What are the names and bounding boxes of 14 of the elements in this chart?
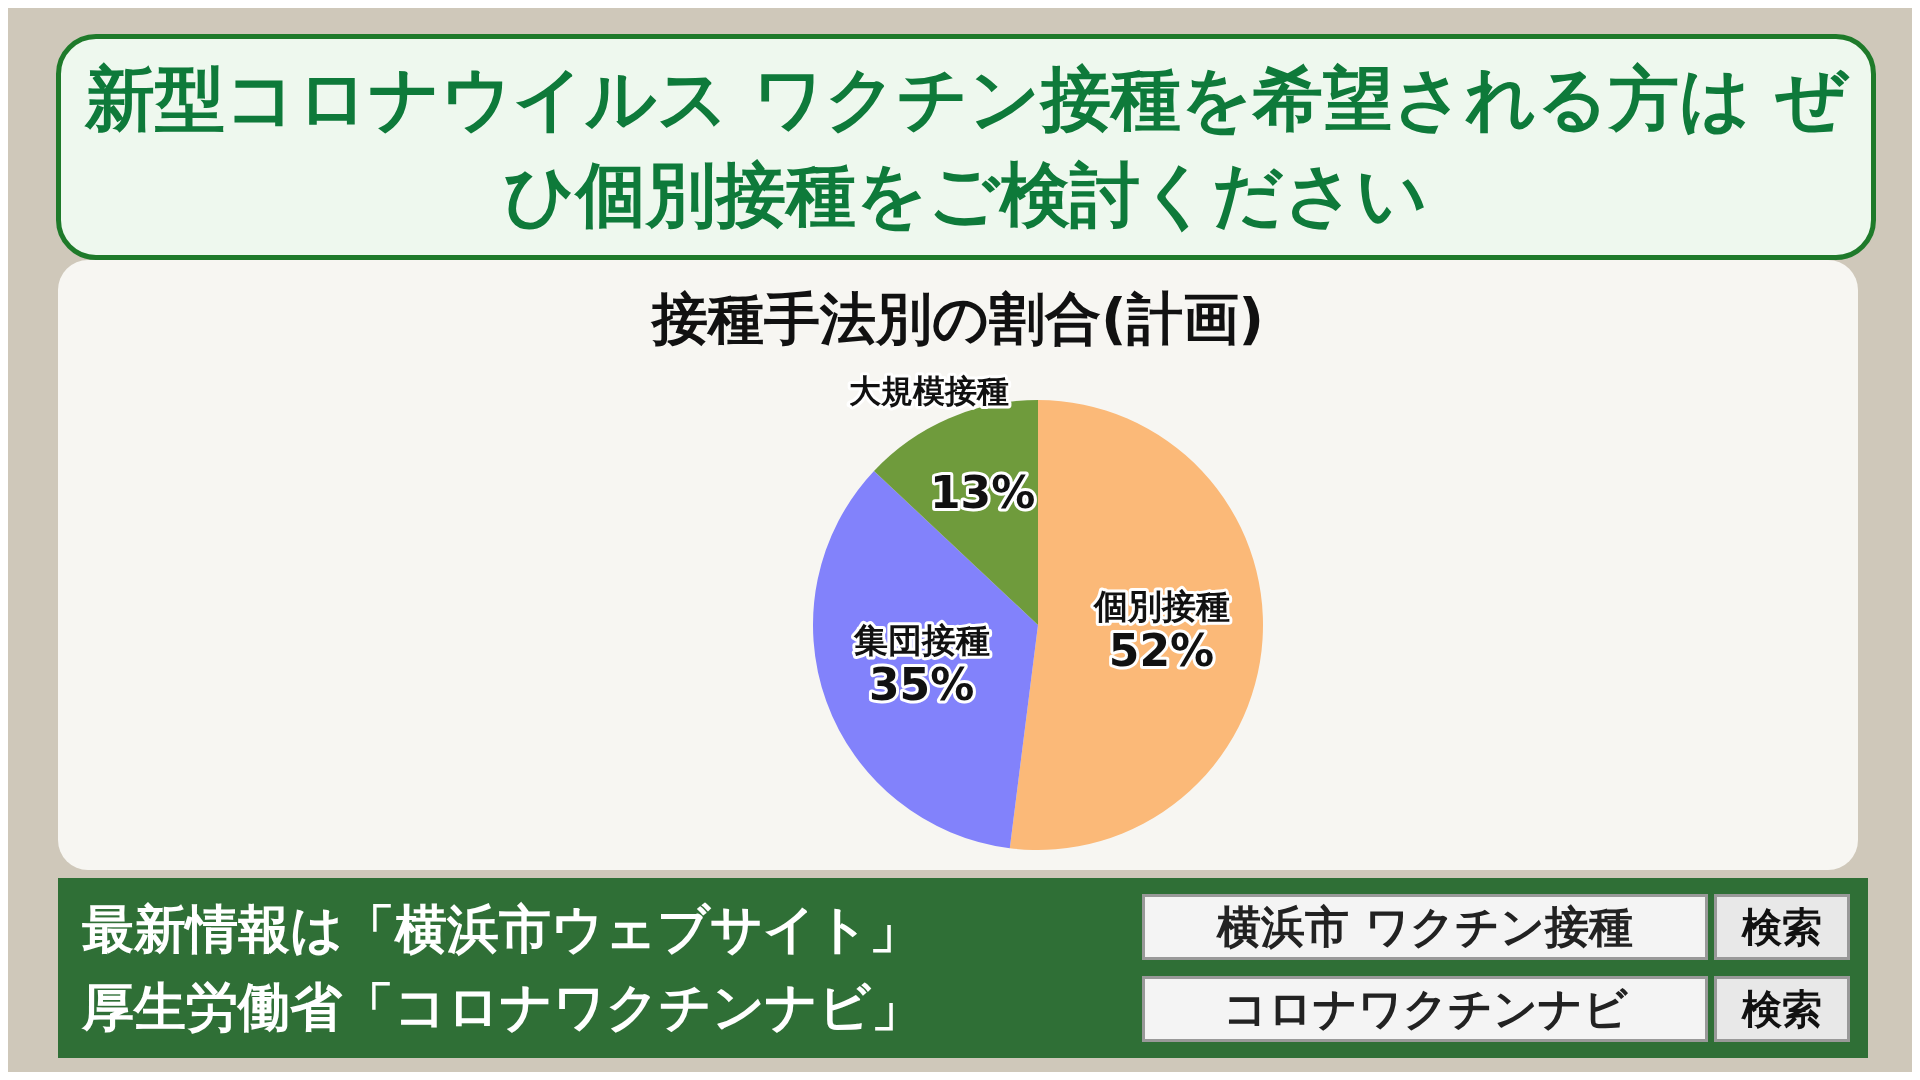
data-label: 52% — [1108, 625, 1215, 677]
chart-title: 新型コロナウイルス ワクチン接種を希望される方は ぜひ個別接種をご検討ください — [83, 57, 1851, 238]
slice-label: 大規模接種 — [848, 372, 1009, 411]
slice-label: 集団接種 — [852, 619, 990, 660]
slice-label: 個別接種 — [1092, 585, 1230, 626]
search-field: 横浜市 ワクチン接種 — [1142, 894, 1708, 960]
search-button: 検索 — [1714, 976, 1850, 1042]
search-field: コロナワクチンナビ — [1142, 976, 1708, 1042]
text: 厚生労働省「コロナワクチンナビ」 — [82, 976, 924, 1039]
text: 最新情報は「横浜市ウェブサイト」 — [82, 898, 922, 961]
data-label: 35% — [868, 659, 975, 711]
data-label: 13% — [929, 467, 1036, 519]
search-button: 検索 — [1714, 894, 1850, 960]
chart-subtitle: 接種手法別の割合(計画) — [650, 285, 1266, 353]
